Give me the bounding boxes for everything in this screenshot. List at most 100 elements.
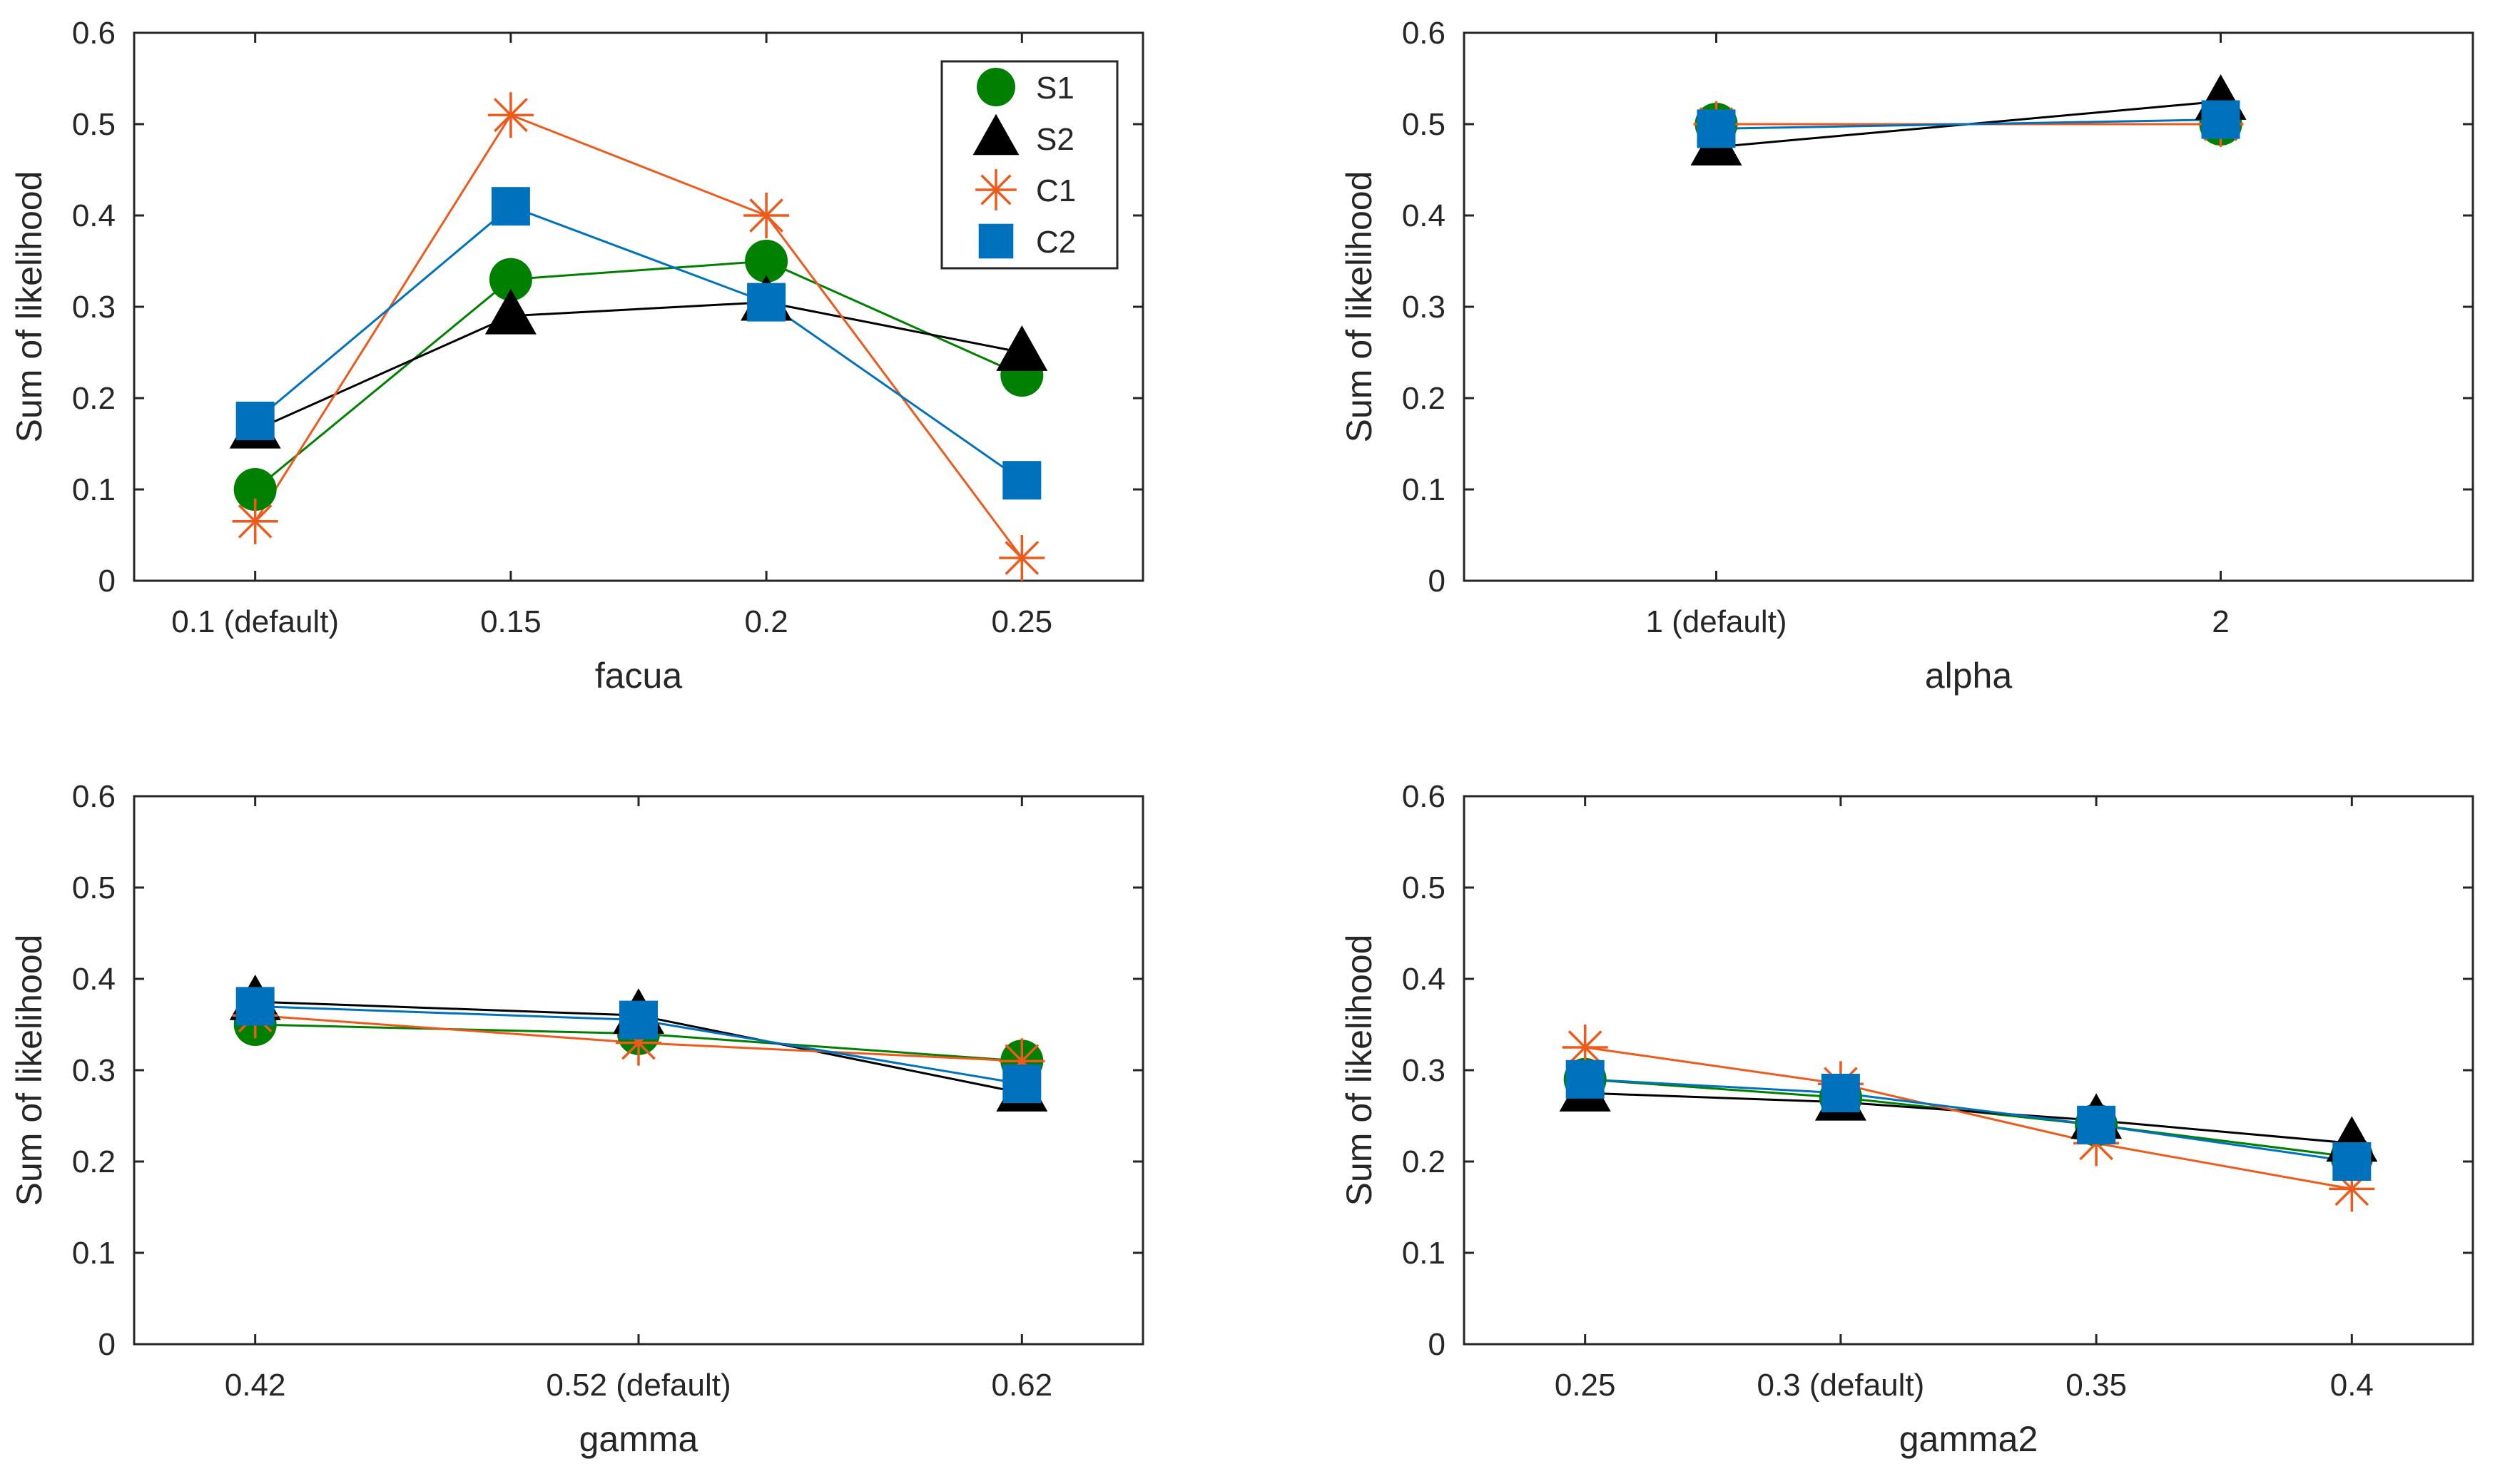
ytick-label-alpha-2: 0.2 xyxy=(1402,381,1445,416)
series-line-facua-c2 xyxy=(254,205,1023,482)
point-facua-c2-0 xyxy=(235,402,275,440)
xtick-label-facua-0: 0.1 (default) xyxy=(171,604,339,639)
ytick-label-facua-0: 0 xyxy=(98,564,116,599)
xtick-label-gamma-0: 0.42 xyxy=(225,1368,286,1403)
legend-marker-s1 xyxy=(977,68,1015,106)
ytick-label-facua-6: 0.6 xyxy=(72,16,116,51)
ytick-label-gamma2-3: 0.3 xyxy=(1402,1053,1445,1088)
ytick-label-gamma-2: 0.2 xyxy=(72,1144,116,1179)
ytick-label-gamma2-5: 0.5 xyxy=(1402,870,1445,905)
panel-gamma2: 0 0.1 0.2 0.3 0.4 0.5 0.6 0.25 0.3 (default) 0.35… xyxy=(1339,779,2474,1459)
ytick-label-gamma-3: 0.3 xyxy=(72,1053,116,1088)
legend-label-c1: C1 xyxy=(1036,173,1076,208)
xtick-label-alpha-0: 1 (default) xyxy=(1645,604,1787,639)
xtick-label-gamma2-0: 0.25 xyxy=(1555,1368,1616,1403)
xtick-label-facua-1: 0.15 xyxy=(480,604,542,639)
point-alpha-c2-1 xyxy=(2201,100,2240,139)
point-facua-s1-0 xyxy=(233,468,277,511)
ytick-label-facua-3: 0.3 xyxy=(72,290,116,325)
ylabel-gamma: Sum of likelihood xyxy=(9,935,49,1206)
xtick-label-gamma2-3: 0.4 xyxy=(2330,1368,2374,1403)
ytick-label-alpha-6: 0.6 xyxy=(1402,16,1445,51)
point-facua-c1-3 xyxy=(999,535,1045,581)
ylabel-gamma2: Sum of likelihood xyxy=(1339,935,1379,1206)
legend-entries: S1 S2 C1 C2 xyxy=(972,68,1076,260)
ytick-label-facua-4: 0.4 xyxy=(72,198,116,233)
ytick-label-facua-1: 0.1 xyxy=(72,472,116,507)
plot-area-gamma2 xyxy=(1463,795,2474,1346)
point-facua-s2-1 xyxy=(484,288,537,335)
marks-facua: 0 0.1 0.2 0.3 0.4 0.5 0.6 0.1 (default) 0.15 0.2 0… xyxy=(72,16,1143,639)
point-gamma2-c2-1 xyxy=(1821,1074,1860,1112)
legend-label-c2: C2 xyxy=(1036,225,1076,260)
legend-marker-c1 xyxy=(975,169,1017,210)
ytick-label-facua-2: 0.2 xyxy=(72,381,116,416)
xtick-label-alpha-1: 2 xyxy=(2212,604,2229,639)
point-facua-s2-3 xyxy=(996,325,1048,371)
marks-gamma: 0 0.1 0.2 0.3 0.4 0.5 0.6 0.42 0.52 (default) 0.6… xyxy=(72,779,1143,1403)
ytick-label-gamma2-4: 0.4 xyxy=(1402,962,1445,997)
xtick-label-gamma-1: 0.52 (default) xyxy=(546,1368,731,1403)
point-facua-s1-2 xyxy=(745,240,788,283)
point-gamma2-c2-3 xyxy=(2332,1142,2372,1181)
ytick-label-gamma-4: 0.4 xyxy=(72,962,116,997)
legend-marker-c2 xyxy=(978,223,1014,259)
xlabel-alpha: alpha xyxy=(1925,656,2013,696)
xtick-label-facua-2: 0.2 xyxy=(745,604,788,639)
legend-label-s2: S2 xyxy=(1036,122,1074,157)
point-facua-c1-0 xyxy=(232,498,278,544)
ytick-label-gamma2-1: 0.1 xyxy=(1402,1236,1445,1271)
xlabel-facua: facua xyxy=(595,656,683,696)
ytick-label-alpha-5: 0.5 xyxy=(1402,107,1445,142)
ylabel-alpha: Sum of likelihood xyxy=(1339,171,1379,443)
panel-gamma: 0 0.1 0.2 0.3 0.4 0.5 0.6 0.42 0.52 (default) 0.6… xyxy=(9,779,1144,1459)
series-line-facua-s1 xyxy=(254,260,1022,491)
series-line-alpha-c2 xyxy=(1716,118,2221,130)
legend-box xyxy=(940,60,1119,270)
ytick-label-alpha-3: 0.3 xyxy=(1402,290,1445,325)
point-facua-c2-3 xyxy=(1002,461,1042,500)
point-gamma2-c2-2 xyxy=(2077,1105,2116,1144)
point-gamma2-c2-0 xyxy=(1565,1059,1605,1099)
ylabel-facua: Sum of likelihood xyxy=(9,171,49,443)
xtick-label-facua-3: 0.25 xyxy=(991,604,1052,639)
ytick-label-alpha-1: 0.1 xyxy=(1402,472,1445,507)
xtick-label-gamma2-1: 0.3 (default) xyxy=(1757,1368,1924,1403)
series-line-gamma2-s2 xyxy=(1585,1092,2352,1144)
point-facua-c1-1 xyxy=(487,92,534,138)
legend-marker-s2 xyxy=(972,113,1020,156)
point-facua-c2-2 xyxy=(747,283,786,322)
point-facua-s1-1 xyxy=(489,258,532,301)
ytick-label-alpha-0: 0 xyxy=(1428,564,1445,599)
marks-alpha: 0 0.1 0.2 0.3 0.4 0.5 0.6 1 (default) 2 xyxy=(1402,16,2473,639)
ytick-label-gamma-0: 0 xyxy=(98,1327,116,1362)
series-line-gamma2-c2 xyxy=(1585,1078,2352,1163)
series-line-gamma2-c1 xyxy=(1585,1046,2352,1190)
legend: S1 S2 C1 C2 xyxy=(940,60,1119,270)
series-line-facua-c1 xyxy=(254,113,1023,559)
point-gamma-c2-1 xyxy=(619,1000,658,1040)
point-facua-c2-1 xyxy=(491,187,530,226)
point-facua-c1-2 xyxy=(743,193,790,238)
ytick-label-gamma-1: 0.1 xyxy=(72,1236,116,1271)
legend-label-s1: S1 xyxy=(1036,71,1074,106)
xlabel-gamma2: gamma2 xyxy=(1899,1419,2038,1459)
ytick-label-facua-5: 0.5 xyxy=(72,107,116,142)
point-gamma-c2-0 xyxy=(235,987,275,1026)
point-gamma-c2-2 xyxy=(1002,1064,1042,1104)
plot-area-alpha xyxy=(1463,31,2474,582)
series-line-facua-s2 xyxy=(255,301,1022,432)
ytick-label-gamma-6: 0.6 xyxy=(72,779,116,814)
ytick-label-gamma-5: 0.5 xyxy=(72,870,116,905)
plot-area-gamma xyxy=(133,795,1144,1346)
ytick-label-alpha-4: 0.4 xyxy=(1402,198,1445,233)
xtick-label-gamma-2: 0.62 xyxy=(991,1368,1052,1403)
ytick-label-gamma2-6: 0.6 xyxy=(1402,779,1445,814)
point-alpha-c2-0 xyxy=(1697,109,1736,148)
panel-alpha: 0 0.1 0.2 0.3 0.4 0.5 0.6 1 (default) 2 alpha Su… xyxy=(1339,16,2474,696)
xlabel-gamma: gamma xyxy=(579,1419,698,1459)
xtick-label-gamma2-2: 0.35 xyxy=(2065,1368,2127,1403)
marks-gamma2: 0 0.1 0.2 0.3 0.4 0.5 0.6 0.25 0.3 (default) 0.35… xyxy=(1402,779,2473,1403)
ytick-label-gamma2-0: 0 xyxy=(1428,1327,1445,1362)
